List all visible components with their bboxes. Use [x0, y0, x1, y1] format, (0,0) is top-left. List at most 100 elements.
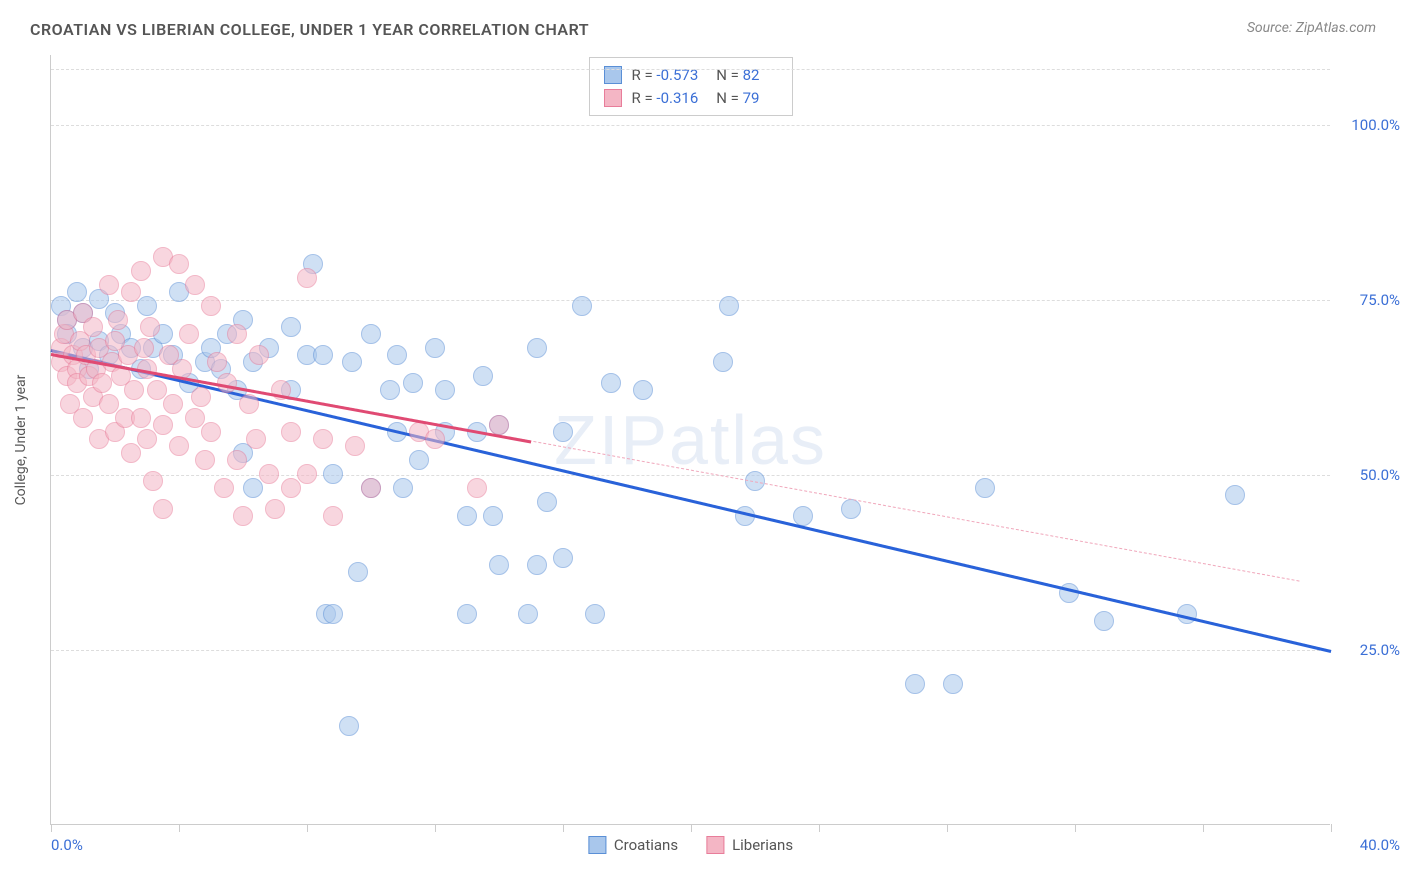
scatter-point-croatians: [518, 604, 538, 624]
trend-line-croatians: [51, 349, 1332, 652]
gridline: [51, 69, 1330, 70]
scatter-point-liberians: [227, 450, 247, 470]
legend-label: Liberians: [732, 836, 793, 854]
y-tick-label: 100.0%: [1351, 116, 1400, 134]
x-tick: [435, 824, 436, 832]
watermark: ZIPatlas: [554, 400, 827, 480]
legend-series: Croatians Liberians: [588, 836, 793, 854]
x-tick: [179, 824, 180, 832]
scatter-point-liberians: [265, 499, 285, 519]
scatter-point-croatians: [473, 366, 493, 386]
scatter-point-liberians: [121, 282, 141, 302]
scatter-point-liberians: [201, 296, 221, 316]
scatter-point-liberians: [73, 408, 93, 428]
y-tick-label: 25.0%: [1360, 641, 1400, 659]
scatter-point-croatians: [489, 555, 509, 575]
scatter-point-liberians: [169, 254, 189, 274]
scatter-point-croatians: [313, 345, 333, 365]
scatter-point-liberians: [99, 275, 119, 295]
scatter-point-croatians: [537, 492, 557, 512]
scatter-point-liberians: [249, 345, 269, 365]
scatter-point-liberians: [153, 499, 173, 519]
scatter-point-croatians: [553, 548, 573, 568]
scatter-point-croatians: [67, 282, 87, 302]
scatter-point-liberians: [169, 436, 189, 456]
scatter-point-liberians: [201, 422, 221, 442]
scatter-point-liberians: [207, 352, 227, 372]
legend-swatch-liberians: [604, 89, 622, 107]
scatter-point-croatians: [393, 478, 413, 498]
scatter-point-liberians: [259, 464, 279, 484]
scatter-point-croatians: [380, 380, 400, 400]
scatter-point-croatians: [403, 373, 423, 393]
scatter-point-liberians: [281, 478, 301, 498]
scatter-point-croatians: [633, 380, 653, 400]
scatter-point-croatians: [905, 674, 925, 694]
scatter-point-croatians: [323, 464, 343, 484]
scatter-point-liberians: [140, 317, 160, 337]
x-tick: [51, 824, 52, 832]
x-tick: [947, 824, 948, 832]
scatter-point-liberians: [297, 464, 317, 484]
x-tick: [1331, 824, 1332, 832]
x-tick: [307, 824, 308, 832]
scatter-point-liberians: [191, 387, 211, 407]
x-tick: [691, 824, 692, 832]
scatter-point-croatians: [435, 380, 455, 400]
scatter-point-croatians: [553, 422, 573, 442]
scatter-point-liberians: [131, 408, 151, 428]
scatter-point-liberians: [323, 506, 343, 526]
scatter-point-liberians: [163, 394, 183, 414]
scatter-point-croatians: [348, 562, 368, 582]
y-tick-label: 50.0%: [1360, 466, 1400, 484]
x-axis-min-label: 0.0%: [51, 836, 83, 854]
scatter-point-croatians: [527, 555, 547, 575]
scatter-point-croatians: [527, 338, 547, 358]
scatter-point-croatians: [361, 324, 381, 344]
scatter-point-croatians: [1225, 485, 1245, 505]
scatter-point-liberians: [313, 429, 333, 449]
legend-swatch-icon: [706, 836, 724, 854]
scatter-point-liberians: [233, 506, 253, 526]
scatter-point-croatians: [425, 338, 445, 358]
scatter-point-liberians: [143, 471, 163, 491]
legend-item-croatians: Croatians: [588, 836, 678, 854]
scatter-point-croatians: [457, 506, 477, 526]
scatter-point-croatians: [339, 716, 359, 736]
scatter-point-liberians: [92, 373, 112, 393]
scatter-point-croatians: [243, 478, 263, 498]
scatter-point-liberians: [281, 422, 301, 442]
gridline: [51, 300, 1330, 301]
scatter-point-croatians: [323, 604, 343, 624]
legend-item-liberians: Liberians: [706, 836, 793, 854]
scatter-point-liberians: [134, 338, 154, 358]
scatter-point-liberians: [345, 436, 365, 456]
chart-title: CROATIAN VS LIBERIAN COLLEGE, UNDER 1 YE…: [30, 20, 589, 39]
scatter-point-liberians: [131, 261, 151, 281]
scatter-point-croatians: [841, 499, 861, 519]
scatter-point-croatians: [713, 352, 733, 372]
x-tick: [1075, 824, 1076, 832]
scatter-point-liberians: [179, 324, 199, 344]
scatter-point-croatians: [601, 373, 621, 393]
scatter-point-croatians: [793, 506, 813, 526]
x-axis-max-label: 40.0%: [1360, 836, 1400, 854]
scatter-point-liberians: [195, 450, 215, 470]
scatter-point-croatians: [409, 450, 429, 470]
scatter-point-liberians: [467, 478, 487, 498]
scatter-point-liberians: [227, 324, 247, 344]
chart-plot-area: ZIPatlas College, Under 1 year R = -0.57…: [50, 55, 1330, 825]
gridline: [51, 125, 1330, 126]
scatter-point-croatians: [585, 604, 605, 624]
scatter-point-croatians: [975, 478, 995, 498]
scatter-point-croatians: [572, 296, 592, 316]
legend-correlation-box: R = -0.573N = 82 R = -0.316N = 79: [589, 57, 793, 116]
scatter-point-liberians: [124, 380, 144, 400]
scatter-point-croatians: [457, 604, 477, 624]
scatter-point-liberians: [185, 275, 205, 295]
scatter-point-liberians: [83, 317, 103, 337]
gridline: [51, 475, 1330, 476]
x-tick: [563, 824, 564, 832]
y-tick-label: 75.0%: [1360, 291, 1400, 309]
scatter-point-liberians: [297, 268, 317, 288]
